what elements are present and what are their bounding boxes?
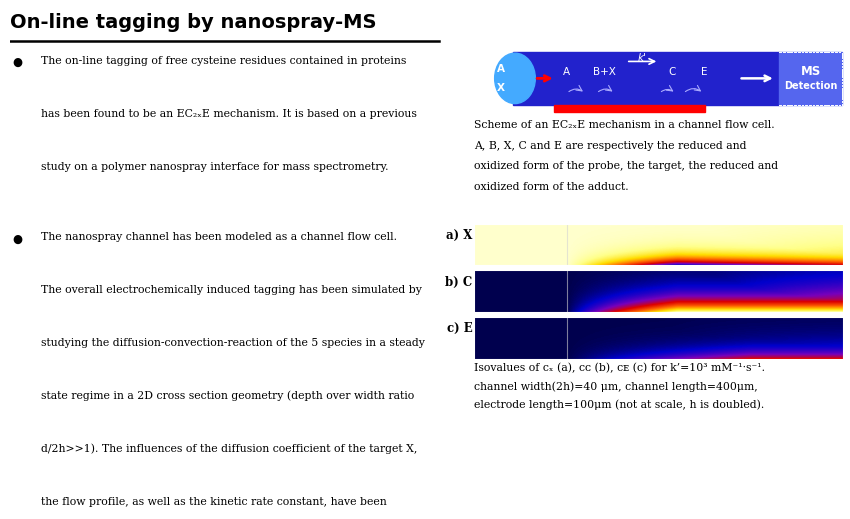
Text: c) E: c) E bbox=[447, 322, 473, 335]
Text: B+X: B+X bbox=[593, 67, 616, 77]
Text: A: A bbox=[563, 67, 570, 77]
Ellipse shape bbox=[495, 53, 536, 104]
Text: Detection: Detection bbox=[784, 81, 837, 91]
Text: electrode length=100μm (not at scale, h is doubled).: electrode length=100μm (not at scale, h … bbox=[474, 399, 764, 410]
Text: E: E bbox=[701, 67, 707, 77]
Text: The on-line tagging of free cysteine residues contained in proteins: The on-line tagging of free cysteine res… bbox=[41, 56, 406, 66]
Text: A: A bbox=[497, 64, 505, 74]
Text: state regime in a 2D cross section geometry (depth over width ratio: state regime in a 2D cross section geome… bbox=[41, 391, 414, 401]
Text: channel width(2h)=40 μm, channel length=400μm,: channel width(2h)=40 μm, channel length=… bbox=[474, 381, 758, 392]
Text: X: X bbox=[497, 83, 505, 93]
Text: oxidized form of the probe, the target, the reduced and: oxidized form of the probe, the target, … bbox=[474, 161, 779, 171]
Text: the flow profile, as well as the kinetic rate constant, have been: the flow profile, as well as the kinetic… bbox=[41, 497, 387, 507]
Text: A, B, X, C and E are respectively the reduced and: A, B, X, C and E are respectively the re… bbox=[474, 141, 747, 151]
Text: C: C bbox=[668, 67, 676, 77]
Text: Scheme of an EC₂ₓE mechanism in a channel flow cell.: Scheme of an EC₂ₓE mechanism in a channe… bbox=[474, 120, 775, 130]
Bar bbox=[513, 52, 779, 105]
Text: b) C: b) C bbox=[445, 276, 473, 289]
Text: studying the diffusion-convection-reaction of the 5 species in a steady: studying the diffusion-convection-reacti… bbox=[41, 338, 425, 348]
Text: k': k' bbox=[638, 52, 647, 62]
Bar bbox=[779, 52, 842, 105]
Text: ●: ● bbox=[12, 56, 22, 69]
Text: study on a polymer nanospray interface for mass spectrometry.: study on a polymer nanospray interface f… bbox=[41, 162, 388, 172]
Text: Isovalues of cₓ (a), cᴄ (b), cᴇ (c) for k’=10³ mM⁻¹·s⁻¹.: Isovalues of cₓ (a), cᴄ (b), cᴇ (c) for … bbox=[474, 363, 765, 373]
Text: On-line tagging by nanospray-MS: On-line tagging by nanospray-MS bbox=[10, 13, 377, 32]
Text: MS: MS bbox=[801, 65, 821, 78]
Text: oxidized form of the adduct.: oxidized form of the adduct. bbox=[474, 182, 629, 192]
Text: has been found to be an EC₂ₓE mechanism. It is based on a previous: has been found to be an EC₂ₓE mechanism.… bbox=[41, 109, 417, 119]
Text: a) X: a) X bbox=[446, 229, 473, 242]
Text: d/2h>>1). The influences of the diffusion coefficient of the target X,: d/2h>>1). The influences of the diffusio… bbox=[41, 444, 417, 454]
Text: ●: ● bbox=[12, 233, 22, 245]
Text: The nanospray channel has been modeled as a channel flow cell.: The nanospray channel has been modeled a… bbox=[41, 233, 397, 242]
Text: The overall electrochemically induced tagging has been simulated by: The overall electrochemically induced ta… bbox=[41, 285, 422, 295]
Bar bbox=[554, 105, 706, 112]
